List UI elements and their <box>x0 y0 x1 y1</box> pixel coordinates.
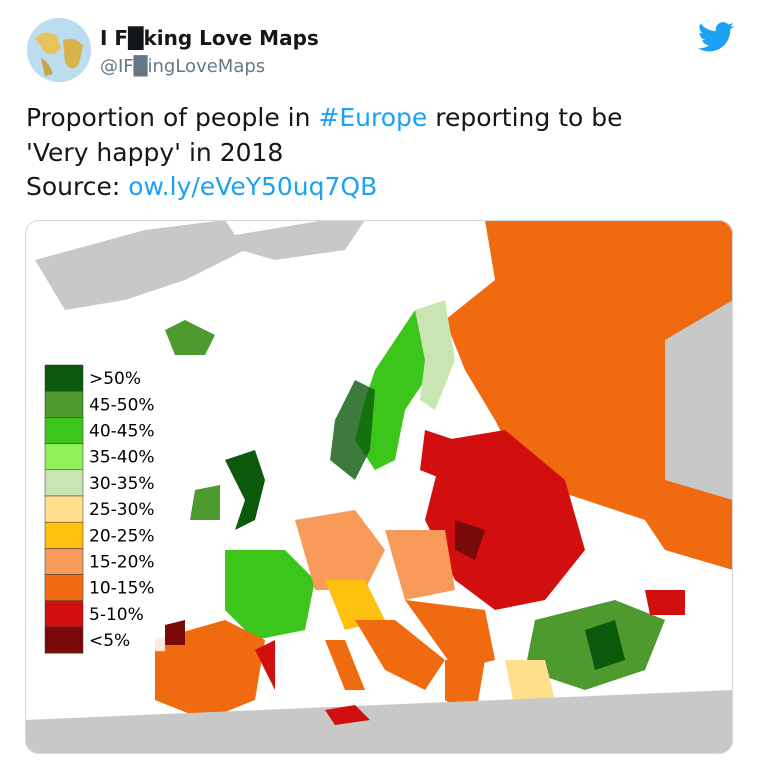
legend-swatch <box>44 626 84 654</box>
legend-label-bg <box>85 419 165 442</box>
legend-label: 20-25% <box>89 526 155 546</box>
map-drawing <box>25 220 733 754</box>
author-name[interactable]: I F█king Love Maps <box>100 26 319 50</box>
tweet-text: 'Very happy' in 2018 <box>26 138 284 167</box>
legend-label-bg <box>85 445 165 468</box>
map-image[interactable]: >50% 45-50% 40-45% 35-40% 30-35% 25-30% 20-25%… <box>25 220 733 754</box>
author-handle[interactable]: @IF█ingLoveMaps <box>100 56 266 77</box>
legend-label: 10-15% <box>89 579 155 599</box>
legend-swatch <box>44 417 84 444</box>
legend-label: 40-45% <box>89 422 155 442</box>
legend-label: >50% <box>89 369 141 389</box>
legend-swatch <box>44 574 84 602</box>
legend-swatch <box>44 521 84 549</box>
legend-label-bg <box>85 576 165 599</box>
legend-label-bg <box>85 550 165 573</box>
source-label: Source: <box>26 172 129 201</box>
legend-label: 5-10% <box>89 605 144 625</box>
legend-label-bg <box>85 367 165 390</box>
legend-label: 15-20% <box>89 553 155 573</box>
legend-label-bg <box>85 393 165 416</box>
tweet-text: reporting to be <box>427 103 623 132</box>
avatar[interactable] <box>27 18 91 82</box>
legend: >50% 45-50% 40-45% 35-40% 30-35% 25-30% 20-25%… <box>44 364 165 654</box>
legend-swatch <box>44 548 84 575</box>
legend-swatch <box>44 364 84 392</box>
legend-swatch <box>44 469 84 497</box>
legend-label-bg <box>85 602 165 625</box>
legend-swatch <box>44 600 84 628</box>
avatar-image <box>27 18 91 82</box>
tweet-text-line: Proportion of people in #Europe reportin… <box>26 103 623 132</box>
legend-label: <5% <box>89 631 130 651</box>
map-frame <box>25 220 733 754</box>
twitter-logo[interactable] <box>698 22 734 52</box>
legend-label: 30-35% <box>89 474 155 494</box>
tweet-source-line: Source: ow.ly/eVeY50uq7QB <box>26 172 377 201</box>
legend-swatch <box>44 443 84 471</box>
legend-label-bg <box>85 471 165 494</box>
legend-label-bg <box>85 524 165 547</box>
legend-swatch <box>44 495 84 523</box>
legend-label: 35-40% <box>89 448 155 468</box>
source-link[interactable]: ow.ly/eVeY50uq7QB <box>128 172 378 201</box>
legend-label: 25-30% <box>89 500 155 520</box>
legend-label: 45-50% <box>89 395 155 415</box>
legend-swatch <box>44 390 84 418</box>
legend-label-bg <box>85 629 165 652</box>
hashtag[interactable]: #Europe <box>318 103 428 132</box>
tweet-text: Proportion of people in <box>26 103 319 132</box>
legend-label-bg <box>85 498 165 521</box>
